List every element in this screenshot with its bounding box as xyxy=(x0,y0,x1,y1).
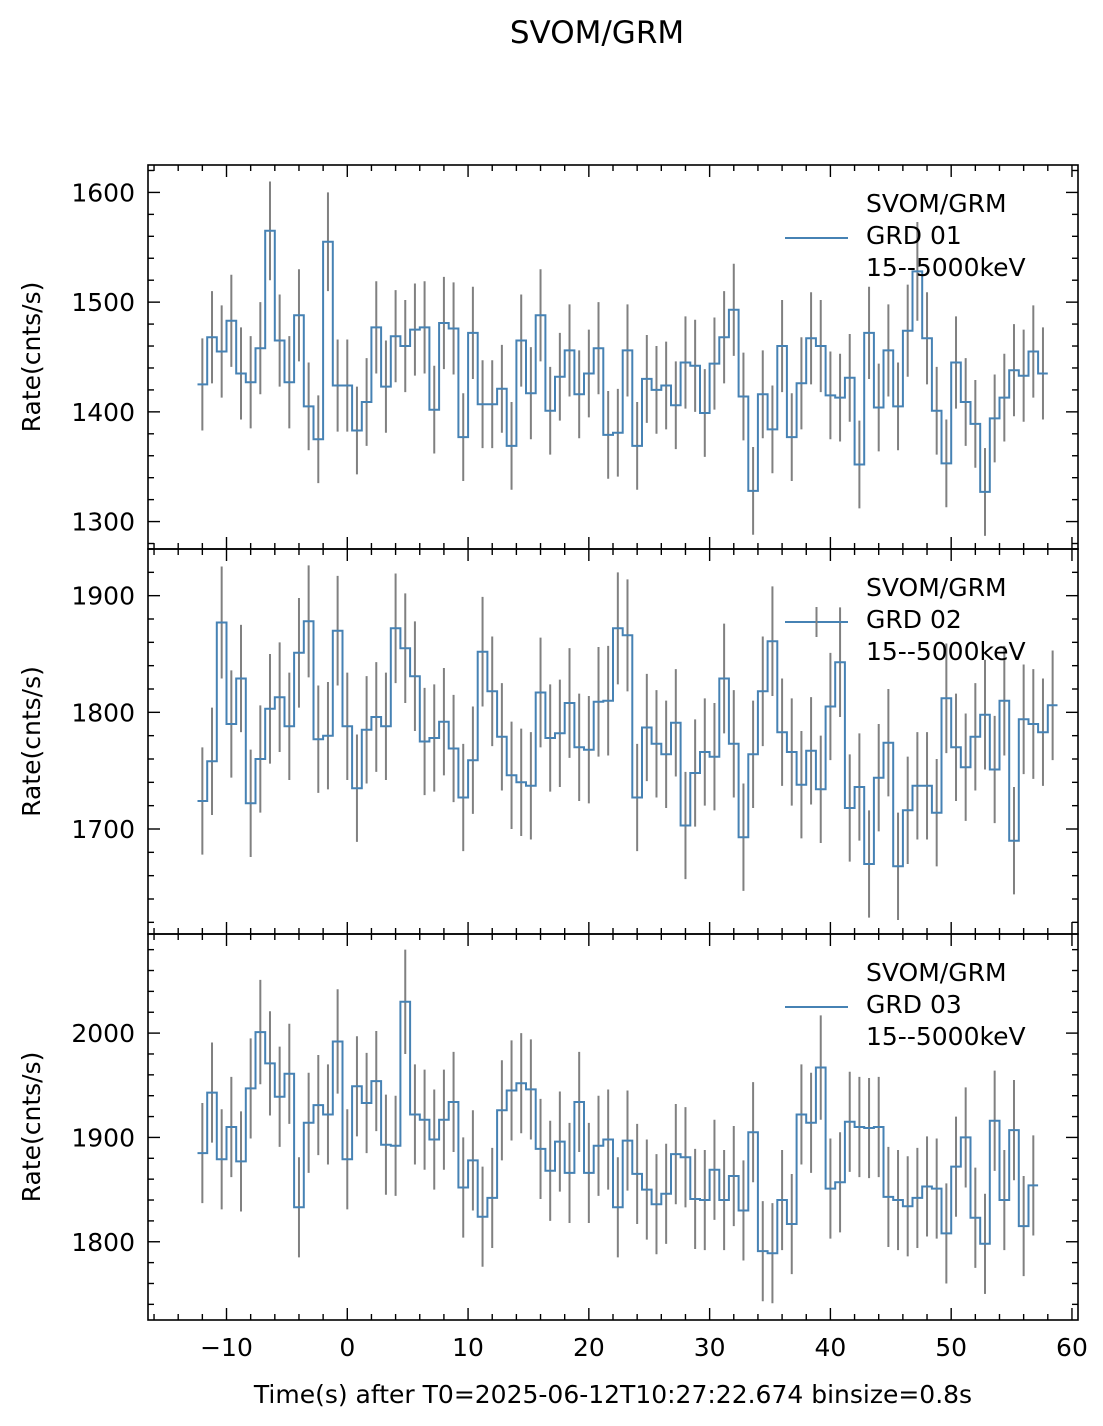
x-tick-label: 10 xyxy=(452,1333,484,1362)
y-axis-label: Rate(cnts/s) xyxy=(17,1052,46,1203)
x-axis-label: Time(s) after T0=2025-06-12T10:27:22.674… xyxy=(253,1380,972,1409)
legend-label: SVOM/GRM xyxy=(866,573,1007,602)
legend-label: SVOM/GRM xyxy=(866,958,1007,987)
legend-label: GRD 02 xyxy=(866,605,962,634)
y-axis-label: Rate(cnts/s) xyxy=(17,282,46,433)
y-tick-label: 1800 xyxy=(71,698,135,727)
x-tick-label: 0 xyxy=(339,1333,355,1362)
figure-title: SVOM/GRM xyxy=(510,15,684,51)
y-tick-label: 1600 xyxy=(71,178,135,207)
y-tick-label: 1400 xyxy=(71,398,135,427)
legend-label: 15--5000keV xyxy=(866,1022,1026,1051)
panels: 1300 1400 1500 1600 Rate(cnts/s) SVOM/GRM GRD… xyxy=(17,164,1088,1362)
series-line xyxy=(197,1000,1039,1255)
y-axis-label: Rate(cnts/s) xyxy=(17,666,46,817)
series-line xyxy=(197,229,1048,493)
y-tick-label: 1300 xyxy=(71,508,135,537)
legend-label: GRD 03 xyxy=(866,990,962,1019)
panel-2: 1700 1800 1900 Rate(cnts/s) SVOM/GRM GRD 02 1… xyxy=(17,548,1079,935)
y-tick-label: 1700 xyxy=(71,815,135,844)
panel-1: 1300 1400 1500 1600 Rate(cnts/s) SVOM/GRM GRD… xyxy=(17,164,1079,550)
panel-2-data xyxy=(197,565,1058,920)
y-tick-label: 1800 xyxy=(71,1228,135,1257)
x-tick-label: 60 xyxy=(1056,1333,1088,1362)
x-tick-label: 50 xyxy=(935,1333,967,1362)
x-tick-label: −10 xyxy=(200,1333,253,1362)
panel-3: −10 0 10 20 30 40 50 60 1800 1900 2000 Rate(cnts/s)… xyxy=(17,933,1088,1362)
panel-1-data xyxy=(197,181,1048,536)
y-tick-label: 1500 xyxy=(71,288,135,317)
x-tick-label: 40 xyxy=(814,1333,846,1362)
y-tick-label: 1900 xyxy=(71,582,135,611)
legend-label: 15--5000keV xyxy=(866,637,1026,666)
legend-label: SVOM/GRM xyxy=(866,189,1007,218)
y-tick-label: 2000 xyxy=(71,1019,135,1048)
legend-label: 15--5000keV xyxy=(866,253,1026,282)
x-tick-label: 20 xyxy=(573,1333,605,1362)
legend-label: GRD 01 xyxy=(866,221,962,250)
x-tick-label: 30 xyxy=(694,1333,726,1362)
y-tick-label: 1900 xyxy=(71,1123,135,1152)
panel-3-data xyxy=(197,949,1039,1304)
series-line xyxy=(197,620,1058,868)
